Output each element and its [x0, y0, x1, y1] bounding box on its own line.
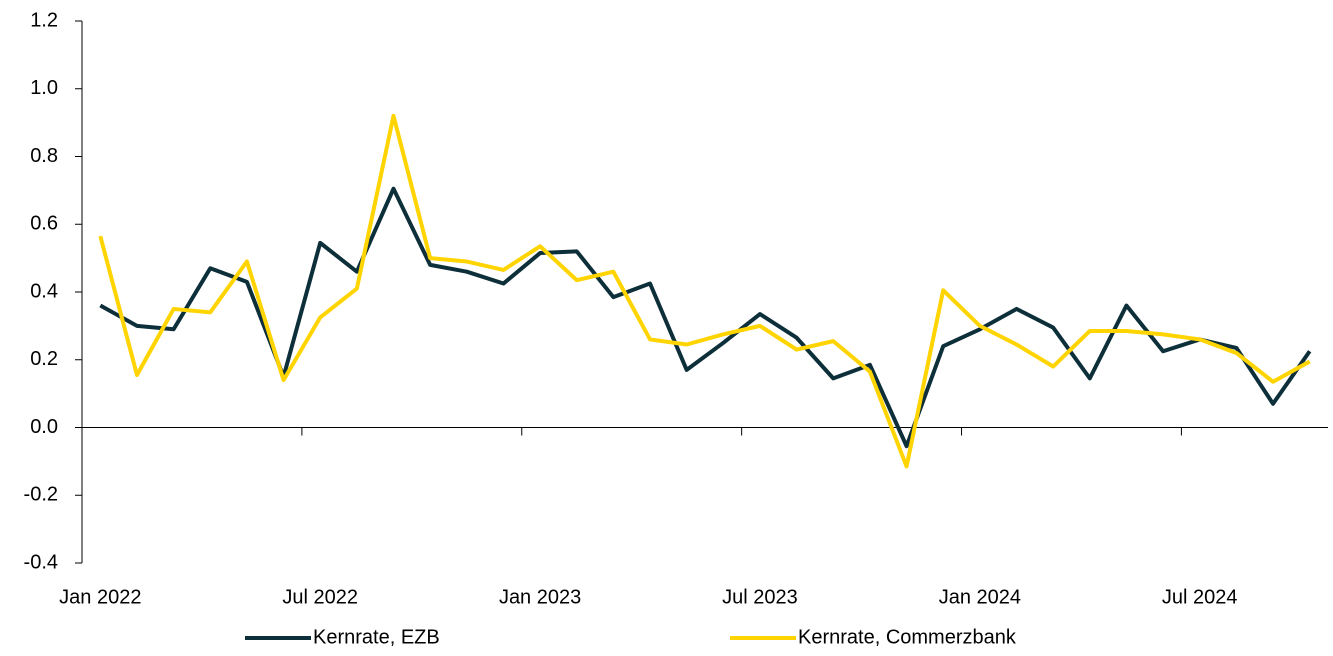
- legend-label: Kernrate, Commerzbank: [798, 626, 1017, 648]
- y-tick-label: 0.6: [30, 213, 58, 235]
- x-tick-label: Jul 2024: [1162, 586, 1238, 608]
- y-tick-label: 0.0: [30, 416, 58, 438]
- x-tick-label: Jul 2022: [282, 586, 358, 608]
- legend-label: Kernrate, EZB: [313, 626, 440, 648]
- x-tick-label: Jul 2023: [722, 586, 798, 608]
- x-tick-label: Jan 2023: [499, 586, 581, 608]
- y-tick-label: -0.2: [24, 484, 58, 506]
- y-tick-label: 0.8: [30, 145, 58, 167]
- y-tick-label: 0.4: [30, 280, 58, 302]
- y-tick-label: 0.2: [30, 348, 58, 370]
- y-tick-label: -0.4: [24, 551, 58, 573]
- x-tick-label: Jan 2022: [59, 586, 141, 608]
- x-tick-label: Jan 2024: [939, 586, 1021, 608]
- series-line: [98, 113, 1311, 469]
- y-tick-label: 1.2: [30, 9, 58, 31]
- y-tick-label: 1.0: [30, 77, 58, 99]
- series-line: [99, 186, 1312, 449]
